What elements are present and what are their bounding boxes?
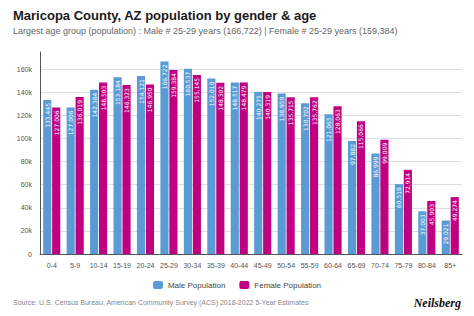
svg-text:55-59: 55-59	[301, 262, 319, 269]
svg-text:148,503: 148,503	[100, 85, 107, 110]
svg-text:146,950: 146,950	[146, 87, 153, 112]
svg-text:135,762: 135,762	[311, 100, 318, 125]
svg-text:72,914: 72,914	[404, 173, 411, 194]
svg-text:97,882: 97,882	[349, 144, 356, 165]
svg-text:128,063: 128,063	[334, 109, 341, 134]
svg-text:Maricopa County, AZ population: Maricopa County, AZ population by gender…	[13, 8, 316, 23]
svg-text:45,903: 45,903	[428, 204, 435, 225]
svg-text:86,999: 86,999	[372, 156, 379, 177]
svg-text:49,274: 49,274	[451, 200, 458, 221]
svg-text:130,702: 130,702	[302, 106, 309, 131]
svg-text:Largest age group (population): Largest age group (population) : Male # …	[13, 26, 398, 36]
svg-text:136,019: 136,019	[76, 100, 83, 125]
svg-text:80k: 80k	[21, 158, 33, 165]
svg-text:Male Population: Male Population	[168, 281, 225, 290]
svg-text:45-49: 45-49	[254, 262, 272, 269]
svg-text:140k: 140k	[17, 89, 33, 96]
svg-text:5-9: 5-9	[70, 262, 80, 269]
svg-text:127,006: 127,006	[53, 110, 60, 135]
svg-text:140,319: 140,319	[264, 95, 271, 120]
svg-text:65-69: 65-69	[348, 262, 366, 269]
svg-text:120k: 120k	[17, 112, 33, 119]
svg-text:29,021: 29,021	[442, 223, 449, 244]
svg-text:155,145: 155,145	[193, 78, 200, 103]
svg-text:166,722: 166,722	[161, 64, 168, 89]
svg-text:35-39: 35-39	[207, 262, 225, 269]
svg-text:85+: 85+	[444, 262, 456, 269]
svg-text:25-29: 25-29	[160, 262, 178, 269]
svg-text:99,009: 99,009	[381, 143, 388, 164]
svg-text:75-79: 75-79	[394, 262, 412, 269]
svg-text:121,065: 121,065	[325, 117, 332, 142]
svg-text:133,445: 133,445	[44, 103, 51, 128]
svg-text:138,959: 138,959	[278, 96, 285, 121]
svg-text:Source: U.S. Census Bureau, Am: Source: U.S. Census Bureau, American Com…	[13, 299, 309, 307]
svg-text:142,384: 142,384	[91, 92, 98, 117]
svg-text:60-64: 60-64	[324, 262, 342, 269]
svg-text:148,302: 148,302	[217, 86, 224, 111]
svg-text:37,003: 37,003	[419, 214, 426, 235]
svg-text:40-44: 40-44	[230, 262, 248, 269]
svg-text:40k: 40k	[21, 204, 33, 211]
svg-text:127,006: 127,006	[67, 110, 74, 135]
svg-text:0: 0	[28, 251, 32, 258]
svg-text:60,518: 60,518	[395, 187, 402, 208]
svg-text:15-19: 15-19	[113, 262, 131, 269]
svg-text:30-34: 30-34	[183, 262, 201, 269]
svg-text:20k: 20k	[21, 227, 33, 234]
svg-text:140,275: 140,275	[255, 95, 262, 120]
svg-text:70-74: 70-74	[371, 262, 389, 269]
svg-text:146,323: 146,323	[123, 88, 130, 113]
svg-text:100k: 100k	[17, 135, 33, 142]
svg-text:Neilsberg: Neilsberg	[413, 296, 461, 310]
svg-text:0-4: 0-4	[47, 262, 57, 269]
svg-text:115,066: 115,066	[357, 124, 364, 149]
svg-text:135,715: 135,715	[287, 100, 294, 125]
svg-text:148,479: 148,479	[240, 85, 247, 110]
svg-text:50-54: 50-54	[277, 262, 295, 269]
svg-text:80-84: 80-84	[418, 262, 436, 269]
svg-text:60k: 60k	[21, 181, 33, 188]
svg-text:Female Population: Female Population	[254, 281, 321, 290]
svg-text:154,121: 154,121	[138, 79, 145, 104]
svg-text:159,384: 159,384	[170, 73, 177, 98]
svg-text:153,184: 153,184	[114, 80, 121, 105]
svg-text:152,010: 152,010	[208, 81, 215, 106]
svg-text:10-14: 10-14	[90, 262, 108, 269]
svg-text:20-24: 20-24	[137, 262, 155, 269]
svg-text:160k: 160k	[17, 66, 33, 73]
svg-text:160,537: 160,537	[184, 72, 191, 97]
svg-text:148,517: 148,517	[231, 85, 238, 110]
